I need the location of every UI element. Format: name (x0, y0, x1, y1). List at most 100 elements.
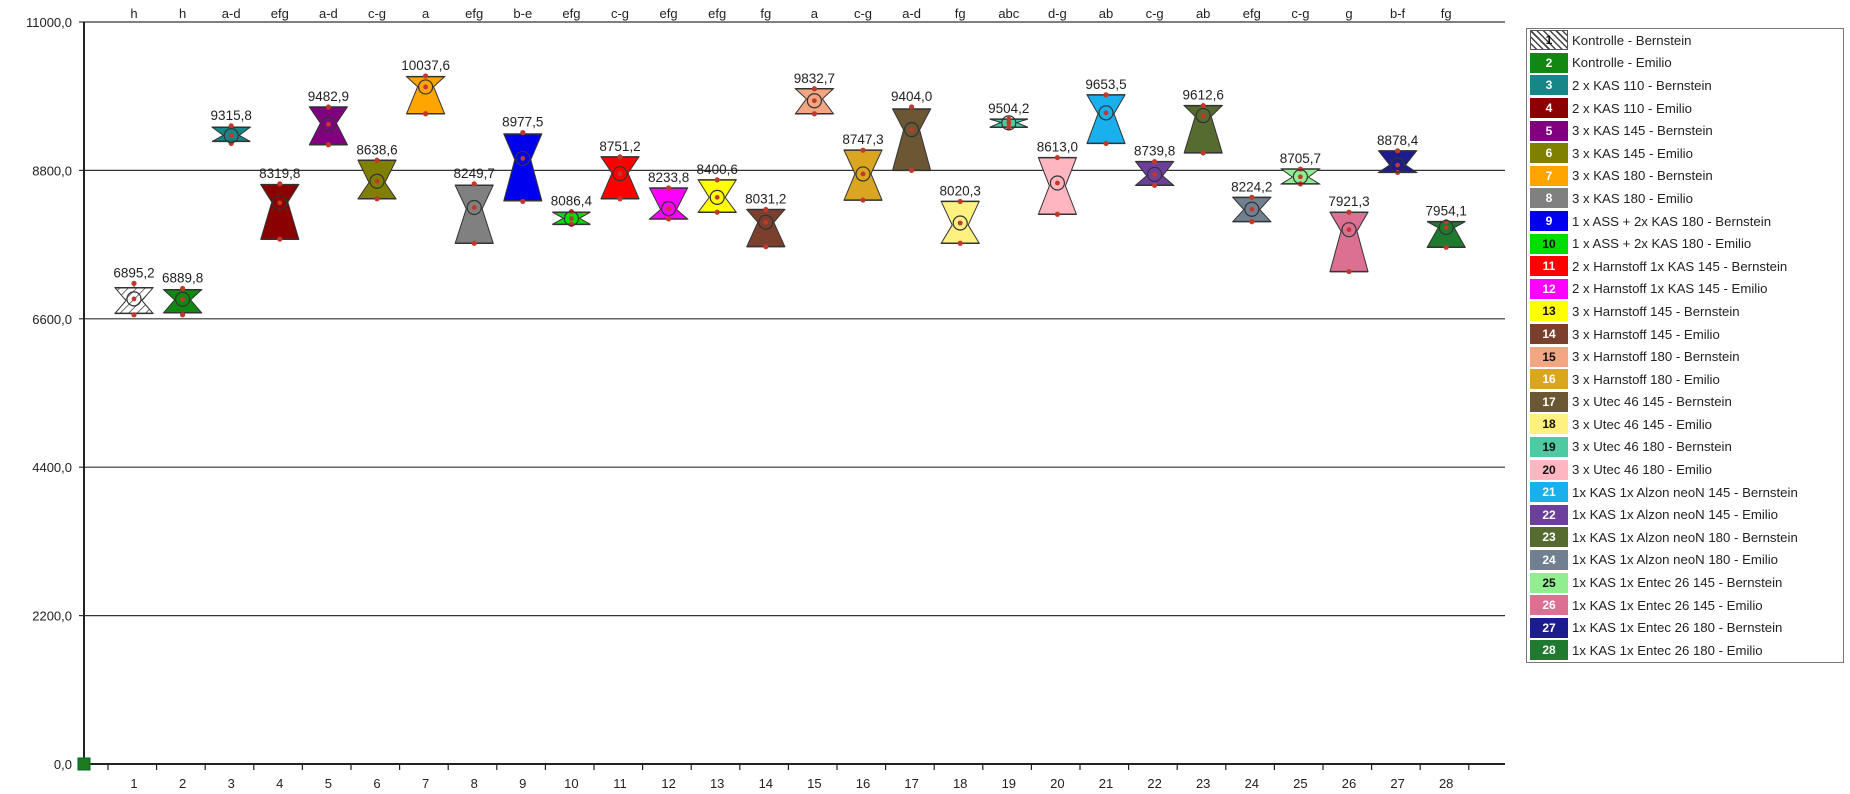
legend-item: 12 2 x Harnstoff 1x KAS 145 - Emilio (1527, 278, 1843, 301)
max-point (1297, 166, 1303, 172)
max-point (277, 181, 283, 187)
group-letter: efg (1243, 6, 1261, 21)
legend-number: 9 (1545, 214, 1553, 229)
legend-number: 11 (1542, 259, 1556, 274)
group-letter: fg (1441, 6, 1452, 21)
group-letter: efg (465, 6, 483, 21)
legend-swatch: 7 (1530, 165, 1568, 186)
legend-label: 1x KAS 1x Entec 26 145 - Emilio (1572, 597, 1763, 613)
median-point (180, 296, 186, 302)
mean-value-label: 8705,7 (1280, 151, 1321, 166)
max-point (1006, 116, 1012, 122)
box-marks (113, 73, 1467, 318)
legend-swatch: 16 (1530, 369, 1568, 390)
legend-label: 1x KAS 1x Alzon neoN 145 - Emilio (1572, 507, 1778, 523)
median-point (812, 98, 817, 104)
legend-label: Kontrolle - Emilio (1572, 55, 1672, 71)
group-letter: efg (562, 6, 580, 21)
legend-item: 15 3 x Harnstoff 180 - Bernstein (1527, 345, 1843, 368)
mean-marker (806, 93, 823, 109)
mean-value-label: 9315,8 (211, 108, 252, 123)
max-point (423, 73, 429, 79)
mean-value-label: 8613,0 (1037, 140, 1078, 155)
legend-number: 13 (1542, 304, 1556, 319)
min-point (325, 142, 331, 148)
legend-swatch: 28 (1530, 640, 1568, 661)
x-tick-label: 12 (661, 776, 675, 791)
mean-marker (1098, 105, 1114, 121)
median-point (569, 216, 574, 221)
legend-label: 1 x ASS + 2x KAS 180 - Emilio (1572, 236, 1752, 252)
x-tick-label: 22 (1147, 776, 1161, 791)
group-letter: c-g (1291, 6, 1309, 21)
max-point (860, 147, 866, 153)
median-point (617, 171, 623, 177)
legend-number: 12 (1542, 281, 1556, 296)
group-letter: fg (760, 6, 771, 21)
min-point (1152, 182, 1158, 188)
mean-marker (272, 195, 288, 211)
mean-value-label: 10037,6 (401, 58, 450, 73)
max-point (666, 185, 672, 191)
x-tick-label: 19 (1002, 776, 1016, 791)
x-tick-label: 28 (1439, 776, 1453, 791)
legend-item: 19 3 x Utec 46 180 - Bernstein (1527, 436, 1843, 459)
group-letter: h (179, 6, 186, 21)
x-tick-label: 3 (228, 776, 235, 791)
median-point (423, 84, 428, 90)
legend-label: 3 x KAS 180 - Emilio (1572, 190, 1693, 206)
median-point (326, 121, 331, 127)
legend-item: 3 2 x KAS 110 - Bernstein (1527, 74, 1843, 97)
mean-marker (855, 166, 871, 182)
max-point (714, 177, 720, 183)
max-point (471, 181, 477, 187)
legend-swatch: 17 (1530, 391, 1568, 412)
legend-label: 3 x KAS 145 - Bernstein (1572, 123, 1713, 139)
legend-label: 1x KAS 1x Entec 26 180 - Emilio (1572, 642, 1763, 658)
x-tick-label: 26 (1342, 776, 1356, 791)
legend-label: 1x KAS 1x Alzon neoN 180 - Bernstein (1572, 529, 1798, 545)
max-point (228, 123, 234, 129)
max-point (1054, 154, 1060, 161)
max-point (1443, 219, 1449, 225)
legend-label: 2 x KAS 110 - Emilio (1572, 100, 1692, 116)
group-letter: b-e (513, 6, 532, 21)
group-letter: efg (660, 6, 678, 21)
median-point (1346, 227, 1352, 233)
legend-label: 3 x Harnstoff 145 - Bernstein (1572, 303, 1740, 319)
legend-swatch: 8 (1530, 188, 1568, 209)
median-point (228, 133, 234, 139)
legend-number: 23 (1542, 530, 1556, 545)
min-point (568, 221, 575, 227)
legend-label: 2 x Harnstoff 1x KAS 145 - Emilio (1572, 281, 1768, 297)
group-letter: efg (708, 6, 726, 21)
median-point (1200, 113, 1206, 118)
legend-label: 2 x Harnstoff 1x KAS 145 - Bernstein (1572, 258, 1788, 274)
legend-label: 2 x KAS 110 - Bernstein (1572, 77, 1712, 93)
legend-number: 1 (1545, 33, 1553, 48)
legend-item: 6 3 x KAS 145 - Emilio (1527, 142, 1843, 165)
mean-value-label: 6895,2 (113, 265, 154, 280)
legend-swatch: 11 (1530, 256, 1568, 277)
group-letter: c-g (854, 6, 872, 21)
median-point (909, 127, 914, 133)
x-tick-label: 6 (373, 776, 380, 791)
y-tick-label: 6600,0 (32, 312, 72, 327)
x-tick-label: 20 (1050, 776, 1064, 791)
group-letter: g (1345, 6, 1352, 21)
min-point (131, 312, 137, 318)
legend-label: 3 x Utec 46 180 - Bernstein (1572, 439, 1732, 455)
legend-item: 14 3 x Harnstoff 145 - Emilio (1527, 323, 1843, 346)
legend-item: 26 1x KAS 1x Entec 26 145 - Emilio (1527, 594, 1843, 617)
max-point (1103, 92, 1109, 98)
legend-number: 19 (1542, 439, 1556, 454)
x-tick-label: 16 (856, 776, 870, 791)
legend-swatch: 3 (1530, 75, 1568, 96)
legend-label: 1x KAS 1x Alzon neoN 145 - Bernstein (1572, 484, 1798, 500)
legend-item: 20 3 x Utec 46 180 - Emilio (1527, 458, 1843, 481)
x-tick-label: 7 (422, 776, 429, 791)
median-point (957, 220, 963, 226)
x-tick-label: 15 (807, 776, 821, 791)
mean-value-label: 9404,0 (891, 89, 932, 104)
y-tick-label: 8800,0 (32, 163, 72, 178)
